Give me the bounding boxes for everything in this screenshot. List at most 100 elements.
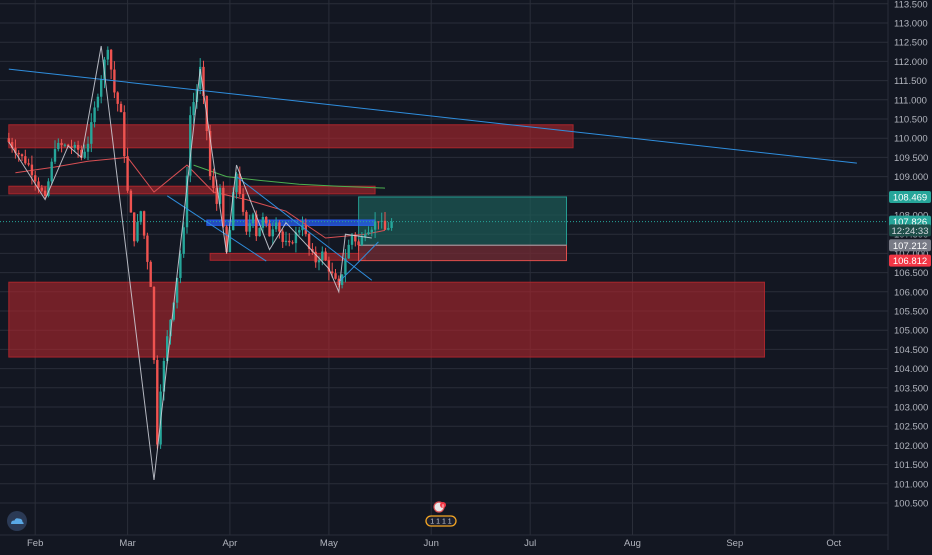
- candle-body[interactable]: [212, 176, 215, 189]
- candle-body[interactable]: [133, 212, 136, 242]
- candle-body[interactable]: [80, 149, 83, 158]
- candle-body[interactable]: [100, 78, 103, 97]
- trendline[interactable]: [236, 176, 373, 281]
- candle-body[interactable]: [218, 187, 222, 204]
- candle-body[interactable]: [278, 222, 281, 232]
- candle-body[interactable]: [119, 103, 123, 113]
- cloud-logo-icon[interactable]: [6, 510, 28, 532]
- candle-body[interactable]: [307, 233, 311, 249]
- price-axis[interactable]: 113.500 113.000 112.500 112.000 111.500 111.0…: [887, 0, 932, 550]
- candle-body[interactable]: [14, 147, 17, 153]
- candle-body[interactable]: [331, 271, 334, 274]
- candle-body[interactable]: [179, 253, 182, 278]
- candle-body[interactable]: [251, 214, 255, 224]
- candle-body[interactable]: [20, 154, 24, 157]
- candle-body[interactable]: [129, 190, 133, 213]
- candle-body[interactable]: [344, 258, 347, 275]
- drawings-layer[interactable]: [8, 45, 857, 481]
- resistance-zone[interactable]: [8, 281, 766, 358]
- candle-body[interactable]: [314, 251, 317, 263]
- candle-body[interactable]: [274, 222, 278, 230]
- candle-body[interactable]: [340, 274, 344, 285]
- candle-body[interactable]: [149, 261, 152, 287]
- candle-body[interactable]: [7, 138, 10, 143]
- candle-body[interactable]: [30, 164, 34, 176]
- candle-body[interactable]: [109, 49, 113, 70]
- long-target-zone[interactable]: [358, 196, 567, 246]
- candle-body[interactable]: [27, 163, 30, 165]
- candle-body[interactable]: [156, 359, 159, 445]
- candle-body[interactable]: [288, 240, 291, 243]
- candle-body[interactable]: [271, 229, 274, 237]
- candle-body[interactable]: [24, 156, 27, 164]
- candle-body[interactable]: [225, 226, 228, 253]
- ideas-badge-icon[interactable]: 0: [433, 501, 446, 513]
- candle-body[interactable]: [241, 194, 245, 212]
- candle-body[interactable]: [126, 156, 129, 191]
- candle-body[interactable]: [146, 235, 149, 262]
- candle-body[interactable]: [202, 66, 205, 97]
- candle-body[interactable]: [182, 227, 185, 254]
- candle-body[interactable]: [268, 223, 271, 237]
- candle-body[interactable]: [387, 227, 390, 230]
- candle-body[interactable]: [139, 211, 142, 223]
- candle-body[interactable]: [258, 227, 261, 237]
- candle-body[interactable]: [291, 242, 294, 244]
- candle-body[interactable]: [354, 234, 357, 242]
- candle-body[interactable]: [245, 211, 248, 232]
- candle-body[interactable]: [47, 181, 50, 196]
- candle-body[interactable]: [377, 221, 380, 223]
- candle-body[interactable]: [60, 142, 63, 146]
- candle-body[interactable]: [294, 232, 298, 244]
- chart-markers[interactable]: 0 1 1 1 1: [425, 501, 457, 527]
- candle-body[interactable]: [76, 144, 80, 150]
- candle-body[interactable]: [390, 221, 393, 228]
- candle-body[interactable]: [383, 220, 387, 230]
- candle-body[interactable]: [317, 260, 321, 263]
- candle-body[interactable]: [199, 66, 202, 89]
- candle-body[interactable]: [73, 144, 76, 148]
- candle-body[interactable]: [284, 240, 288, 242]
- trendline[interactable]: [338, 241, 379, 283]
- candle-body[interactable]: [189, 115, 192, 176]
- candle-body[interactable]: [215, 188, 218, 204]
- candle-body[interactable]: [40, 187, 43, 191]
- candle-body[interactable]: [116, 92, 119, 104]
- candle-body[interactable]: [43, 190, 47, 196]
- candle-body[interactable]: [360, 236, 364, 246]
- time-axis[interactable]: Feb Mar Apr May Jun Jul Aug Sep Oct: [0, 534, 888, 549]
- candle-body[interactable]: [63, 144, 67, 146]
- candle-body[interactable]: [281, 231, 284, 242]
- candle-body[interactable]: [357, 241, 360, 246]
- candle-body[interactable]: [228, 230, 232, 253]
- candle-body[interactable]: [50, 161, 53, 182]
- candle-body[interactable]: [136, 222, 139, 242]
- candle-body[interactable]: [106, 49, 109, 60]
- candle-body[interactable]: [255, 214, 258, 237]
- candle-body[interactable]: [90, 122, 93, 144]
- candle-body[interactable]: [57, 142, 60, 150]
- candle-body[interactable]: [17, 152, 20, 155]
- candle-body[interactable]: [123, 112, 126, 157]
- candle-body[interactable]: [37, 181, 40, 188]
- candle-body[interactable]: [152, 286, 156, 360]
- candle-body[interactable]: [235, 173, 238, 193]
- candle-body[interactable]: [162, 361, 166, 392]
- candle-body[interactable]: [10, 142, 14, 148]
- zigzag-line[interactable]: [8, 45, 372, 481]
- candle-body[interactable]: [93, 107, 96, 123]
- candle-body[interactable]: [334, 273, 337, 279]
- candle-body[interactable]: [350, 234, 354, 245]
- candle-body[interactable]: [373, 221, 377, 230]
- resistance-zone[interactable]: [8, 124, 574, 149]
- candle-body[interactable]: [327, 260, 331, 272]
- candle-body[interactable]: [86, 143, 90, 152]
- candle-body[interactable]: [367, 232, 370, 235]
- candle-body[interactable]: [364, 234, 367, 237]
- candle-body[interactable]: [70, 146, 73, 148]
- candle-body[interactable]: [34, 175, 37, 182]
- trendline[interactable]: [8, 68, 857, 164]
- candle-body[interactable]: [53, 149, 57, 162]
